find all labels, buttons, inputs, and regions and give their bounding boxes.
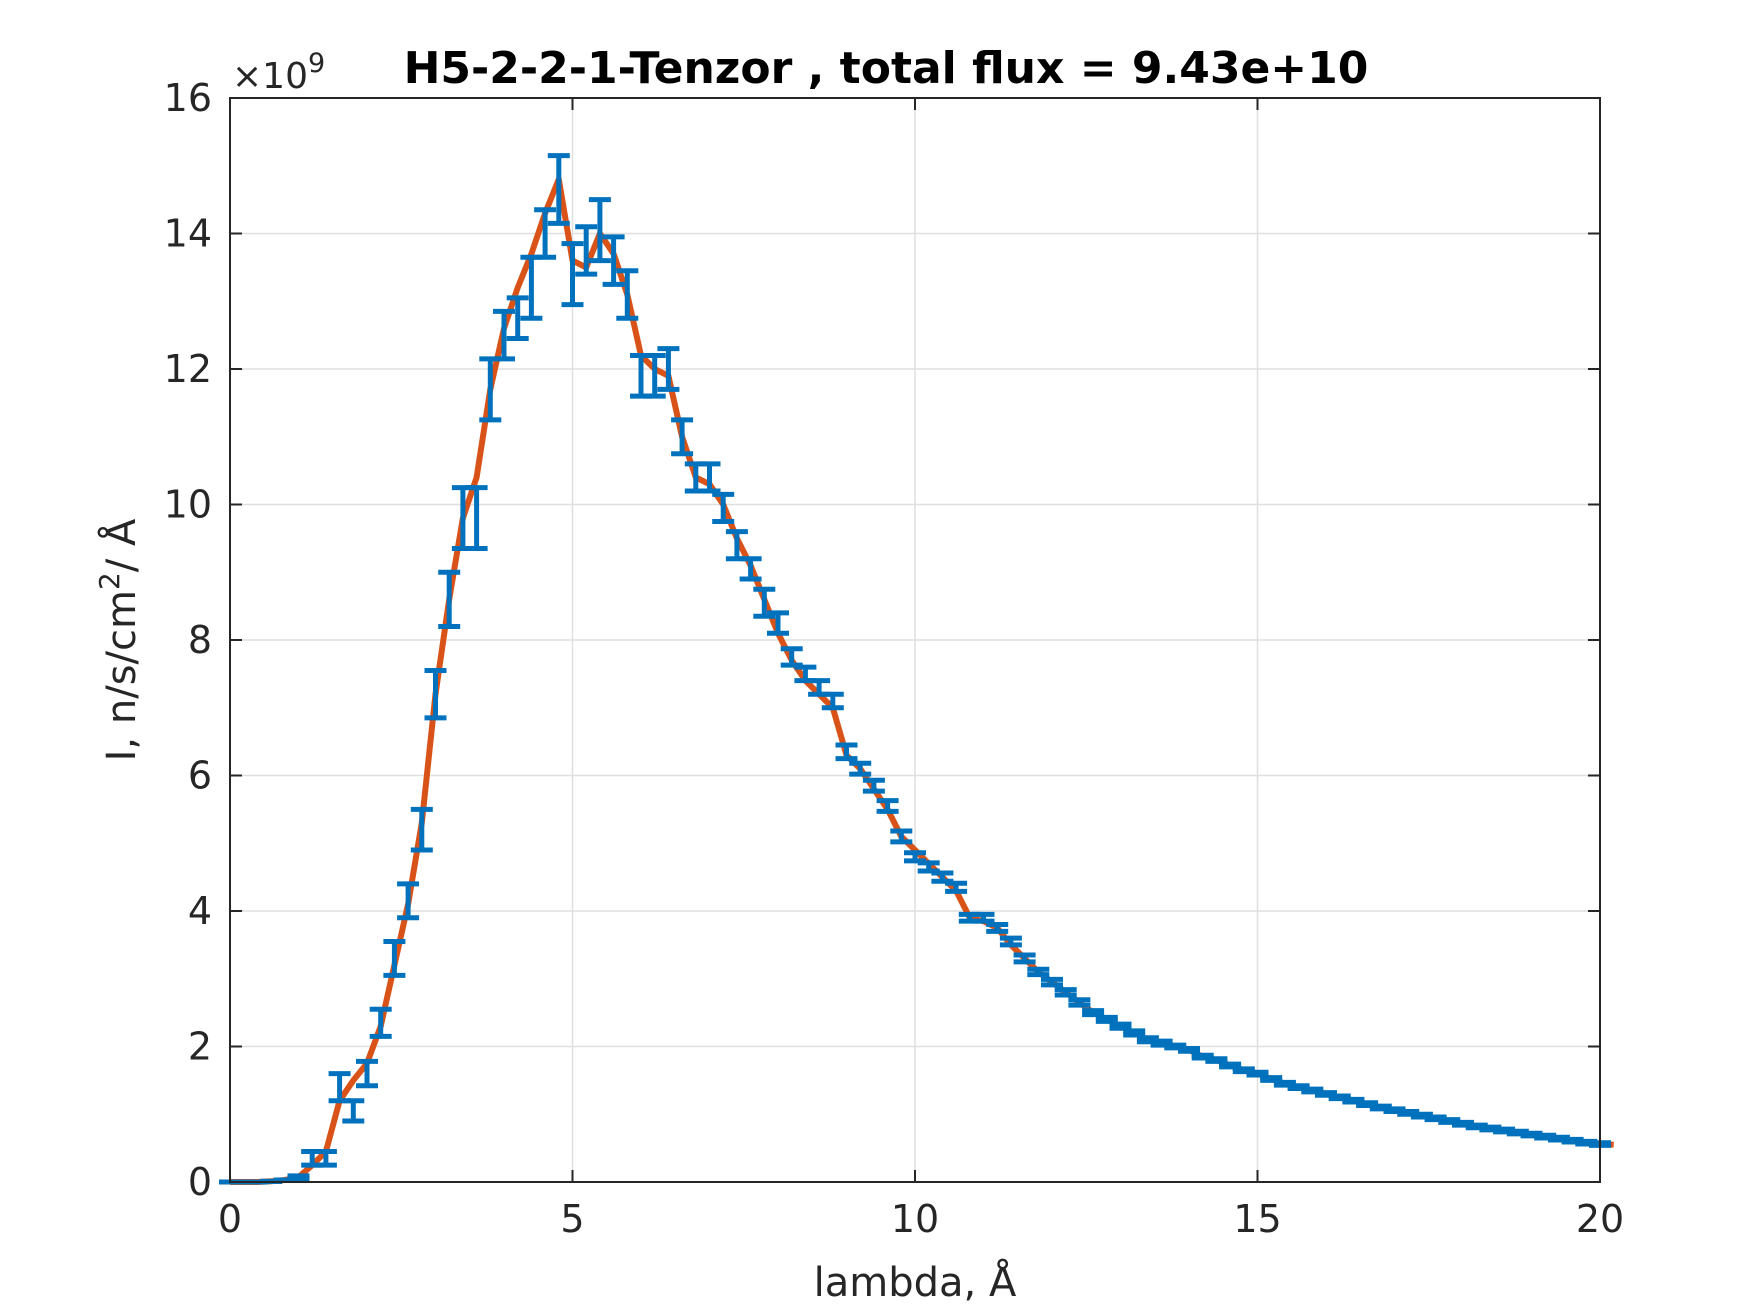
errorbar-point <box>342 1098 365 1124</box>
errorbar-point <box>1068 997 1091 1008</box>
errorbar-point <box>835 742 858 762</box>
errorbar-point <box>712 491 735 524</box>
errorbar-point <box>314 1149 337 1168</box>
y-multiplier-exponent: 9 <box>308 48 325 79</box>
errorbar-point <box>561 241 584 308</box>
x-tick-label: 5 <box>560 1197 584 1241</box>
errorbar-point <box>588 197 611 264</box>
plot-area <box>219 97 1614 1185</box>
y-axis-label: I, n/s/cm2/ Å <box>93 518 145 761</box>
y-axis-label-suffix: / Å <box>97 518 145 572</box>
errorbar-point <box>753 586 776 619</box>
errorbar-point <box>1123 1028 1146 1038</box>
y-tick-label: 2 <box>188 1025 212 1069</box>
y-axis-label-main: I, n/s/cm <box>99 590 145 761</box>
errorbar-point <box>438 569 461 629</box>
y-tick-label: 4 <box>188 889 212 933</box>
errorbar-point <box>1054 987 1077 998</box>
errorbar-point <box>465 485 488 552</box>
errorbar-point <box>643 352 666 399</box>
errorbar-point <box>1205 1056 1228 1064</box>
y-tick-label: 8 <box>188 618 212 662</box>
x-tick-labels: 0 5 10 15 20 <box>218 1197 1624 1241</box>
y-tick-label: 14 <box>164 212 212 256</box>
errorbar-point <box>876 798 899 814</box>
y-multiplier: ×109 <box>232 48 325 97</box>
errorbar-point <box>575 224 598 277</box>
errorbar-point <box>767 610 789 636</box>
errorbar-point <box>424 667 447 721</box>
errorbar-point <box>493 308 515 362</box>
errorbar-point <box>657 346 680 392</box>
errorbar-point <box>397 881 420 921</box>
x-tick-label: 10 <box>891 1197 939 1241</box>
errorbar-series <box>219 153 1611 1185</box>
errorbar-point <box>1013 952 1036 965</box>
data-series <box>219 153 1614 1185</box>
errorbar-point <box>1082 1008 1105 1018</box>
errorbar-point <box>986 922 1009 934</box>
errorbar-point <box>547 153 570 226</box>
errorbar-point <box>821 691 844 711</box>
errorbar-point <box>671 417 694 457</box>
errorbar-point <box>287 1173 310 1182</box>
y-tick-label: 0 <box>188 1160 212 1204</box>
errorbar-point <box>1178 1046 1200 1054</box>
errorbar-point <box>1027 966 1050 978</box>
errorbar-point <box>383 938 406 978</box>
y-tick-label: 16 <box>164 76 212 120</box>
errorbar-point <box>862 777 885 794</box>
x-axis-label: lambda, Å <box>814 1258 1017 1306</box>
errorbar-point <box>410 806 433 853</box>
errorbar-point <box>369 1006 392 1039</box>
errorbar-point <box>1095 1014 1118 1024</box>
x-tick-label: 20 <box>1576 1197 1624 1241</box>
y-axis-label-superscript: 2 <box>93 572 126 590</box>
errorbar-point <box>1246 1069 1269 1078</box>
errorbar-point <box>506 295 529 342</box>
errorbar-point <box>945 880 968 894</box>
errorbar-point <box>999 935 1022 948</box>
y-tick-label: 6 <box>188 754 212 798</box>
y-tick-label: 12 <box>164 347 212 391</box>
errorbar-point <box>972 911 995 924</box>
errorbar-point <box>1041 976 1063 988</box>
errorbar-point <box>356 1058 378 1089</box>
errorbar-point <box>890 828 913 845</box>
errorbar-point <box>602 234 625 287</box>
errorbar-point <box>1109 1021 1132 1031</box>
errorbar-point <box>698 461 721 494</box>
y-multiplier-base: ×10 <box>232 56 308 97</box>
errorbar-point <box>616 268 639 321</box>
y-tick-labels: 0 2 4 6 8 10 12 14 16 <box>164 76 212 1204</box>
y-tick-label: 10 <box>164 483 212 527</box>
errorbar-point <box>739 556 762 582</box>
errorbar-point <box>849 760 872 777</box>
axes-box <box>229 97 1601 1183</box>
x-tick-label: 15 <box>1233 1197 1281 1241</box>
errorbar-point <box>534 207 557 260</box>
chart-title: H5-2-2-1-Tenzor , total flux = 9.43e+10 <box>404 43 1369 94</box>
x-tick-label: 0 <box>218 1197 242 1241</box>
